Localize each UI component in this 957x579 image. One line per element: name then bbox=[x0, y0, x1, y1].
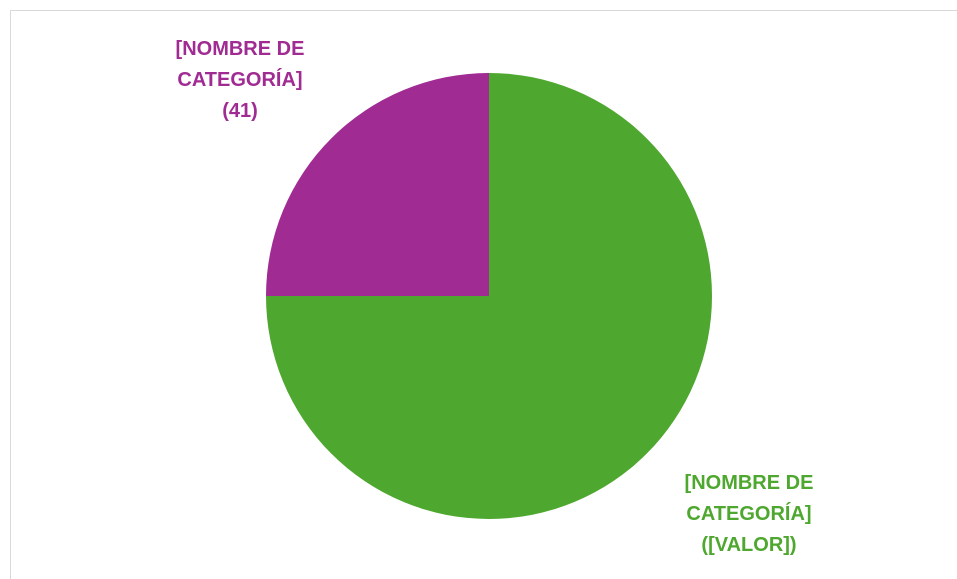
value-label: ([VALOR]) bbox=[701, 534, 797, 556]
chart-border bbox=[10, 10, 957, 579]
category-label: [NOMBRE DE CATEGORÍA] bbox=[175, 38, 305, 91]
data-label: [NOMBRE DE CATEGORÍA] (41) bbox=[150, 34, 330, 127]
value-label: (41) bbox=[222, 100, 258, 122]
category-label: [NOMBRE DE CATEGORÍA] bbox=[684, 472, 814, 525]
pie-slice bbox=[266, 73, 489, 296]
data-label: [NOMBRE DE CATEGORÍA] ([VALOR]) bbox=[659, 468, 839, 561]
